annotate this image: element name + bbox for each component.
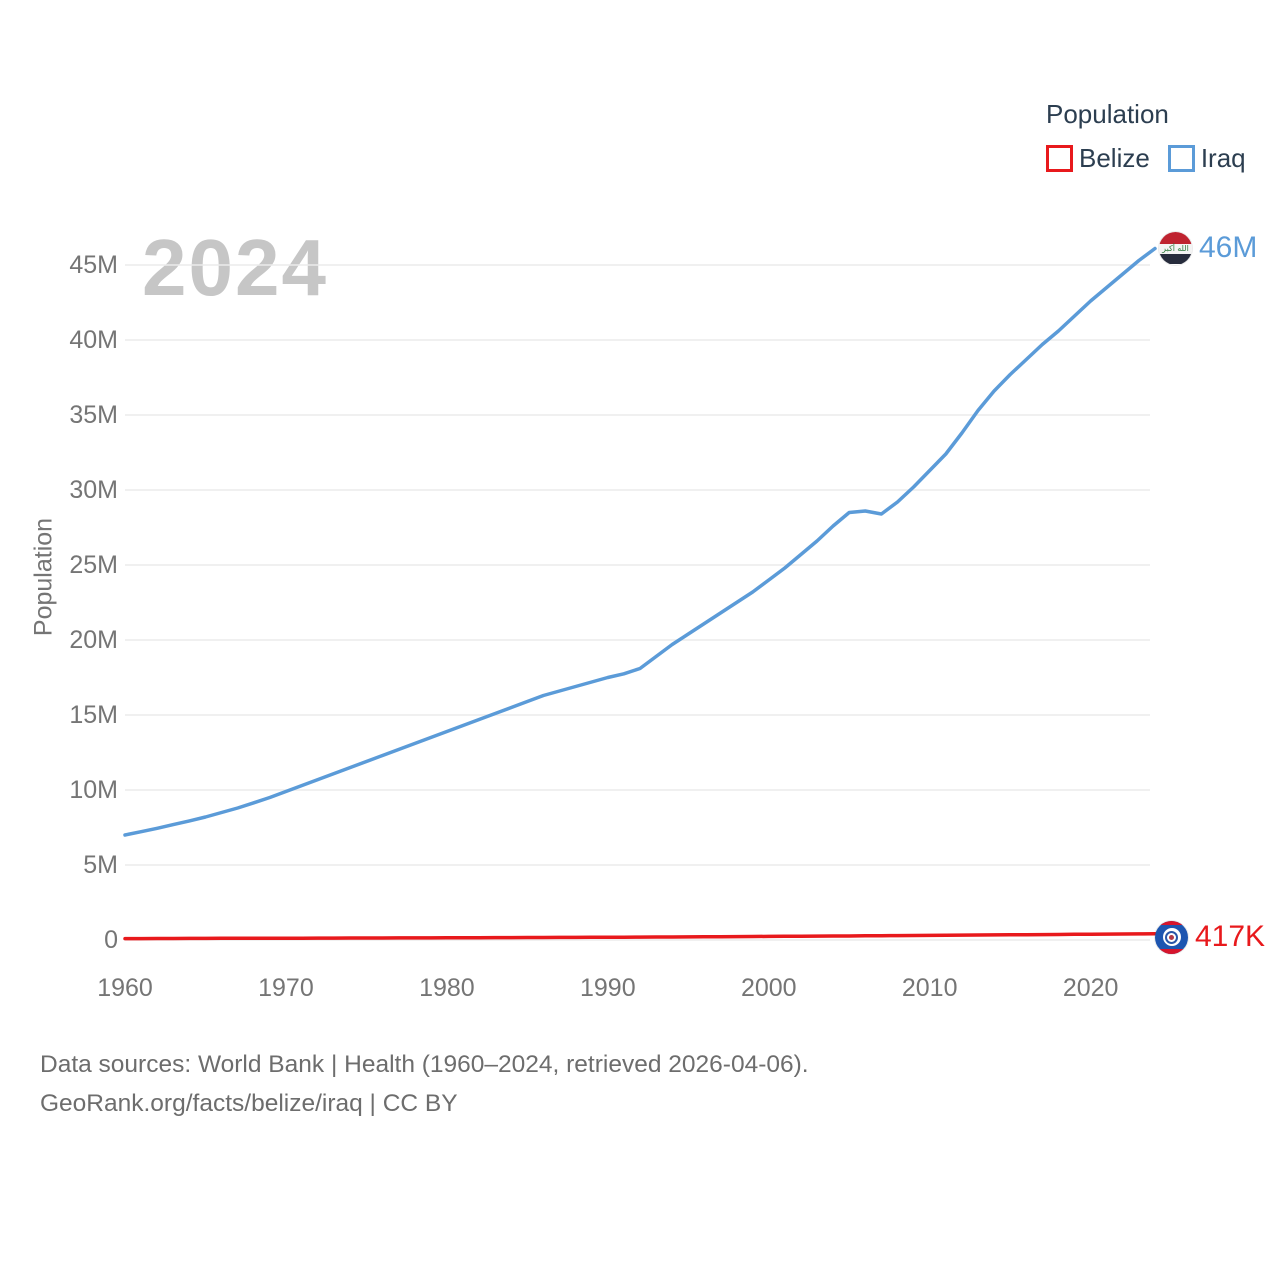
- series-line-belize: [123, 931, 1157, 941]
- y-tick-label: 25M: [69, 551, 118, 579]
- footer-url-line: GeoRank.org/facts/belize/iraq | CC BY: [40, 1090, 458, 1117]
- iraq-flag-icon: الله أكبر: [1159, 231, 1192, 265]
- y-tick-label: 5M: [83, 851, 118, 879]
- legend-swatch-iraq: [1167, 145, 1195, 172]
- y-tick-label: 30M: [69, 476, 118, 504]
- footer: Data sources: World Bank | Health (1960–…: [40, 1045, 809, 1123]
- x-tick-label: 2020: [1062, 974, 1119, 1002]
- legend-label-belize: Belize: [1079, 143, 1150, 173]
- x-tick-label: 1990: [580, 974, 636, 1002]
- legend-title: Population: [1046, 99, 1169, 129]
- legend: Population Belize Iraq: [1046, 99, 1246, 174]
- y-tick-label: 10M: [69, 776, 118, 804]
- belize-end-marker: 417K: [1155, 920, 1265, 954]
- y-tick-label: 15M: [69, 701, 118, 729]
- iraq-end-marker: الله أكبر 46M: [1159, 231, 1257, 265]
- footer-source-line: Data sources: World Bank | Health (1960–…: [40, 1051, 809, 1078]
- y-tick-label: 35M: [69, 401, 118, 429]
- x-tick-label: 1970: [258, 974, 314, 1002]
- y-tick-label: 45M: [69, 251, 118, 279]
- legend-swatch-belize: [1046, 145, 1073, 172]
- y-tick-label: 0: [104, 926, 118, 954]
- y-tick-label: 40M: [69, 326, 118, 354]
- legend-items: Belize Iraq: [1046, 143, 1246, 174]
- belize-end-value: 417K: [1195, 920, 1266, 953]
- x-tick-label: 1980: [419, 974, 475, 1002]
- x-tick-label: 2010: [901, 974, 958, 1002]
- legend-label-iraq: Iraq: [1200, 143, 1246, 173]
- series-line-iraq: [123, 246, 1157, 837]
- x-tick-label: 2000: [740, 974, 797, 1002]
- x-tick-label: 1960: [97, 974, 153, 1002]
- y-tick-label: 20M: [69, 626, 118, 654]
- iraq-end-value: 46M: [1199, 231, 1258, 264]
- year-watermark: 2024: [142, 223, 328, 312]
- belize-flag-icon: [1155, 920, 1188, 954]
